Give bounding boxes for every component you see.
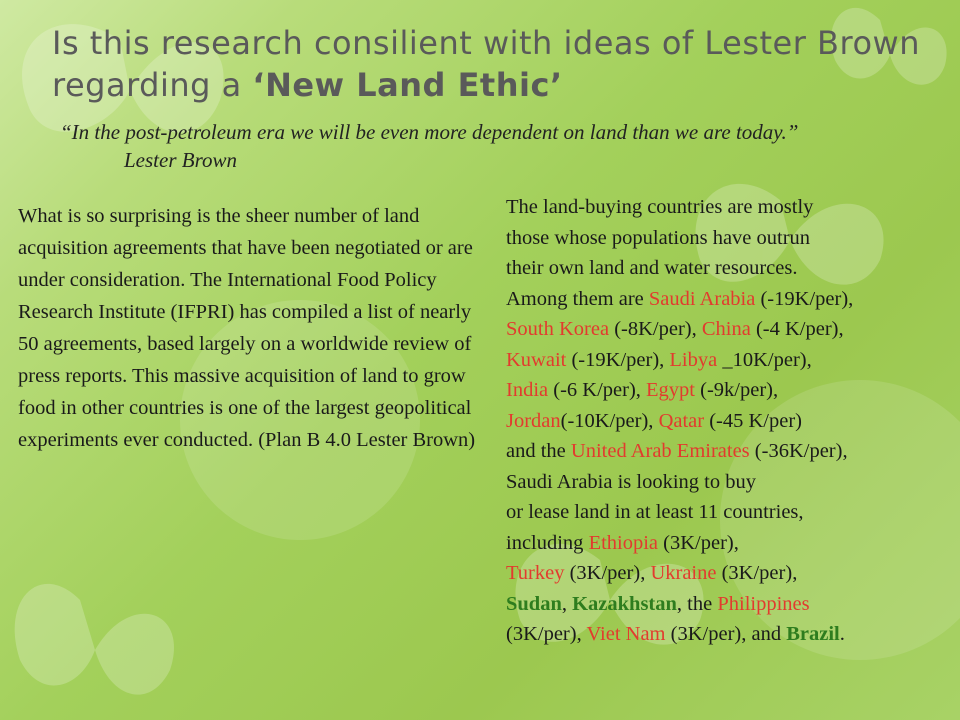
- text-line: including Ethiopia (3K/per),: [506, 531, 739, 554]
- text-line: and the United Arab Emirates (-36K/per),: [506, 440, 848, 462]
- quote-text: “In the post-petroleum era we will be ev…: [60, 120, 799, 144]
- text-line: Kuwait (-19K/per), Libya _10K/per),: [506, 348, 812, 371]
- title-emphasis: ‘New Land Ethic’: [252, 66, 563, 104]
- text-line: or lease land in at least 11 countries,: [506, 501, 804, 523]
- country-kuwait: Kuwait: [506, 348, 567, 371]
- text-line: Saudi Arabia is looking to buy: [506, 470, 756, 493]
- slide-title: Is this research consilient with ideas o…: [52, 22, 932, 106]
- country-china: China: [701, 318, 751, 340]
- country-sudan: Sudan: [506, 592, 562, 615]
- country-ethiopia: Ethiopia: [588, 531, 659, 554]
- text-line: The land-buying countries are mostly: [506, 196, 814, 218]
- country-jordan: Jordan: [506, 409, 561, 432]
- text-line: Sudan, Kazakhstan, the Philippines: [506, 592, 810, 615]
- text-line: Among them are Saudi Arabia (-19K/per),: [506, 287, 854, 310]
- country-egypt: Egypt: [646, 379, 695, 401]
- country-uae: United Arab Emirates: [570, 440, 750, 462]
- lester-brown-quote: “In the post-petroleum era we will be ev…: [60, 118, 920, 174]
- title-text: Is this research consilient with ideas o…: [52, 24, 920, 104]
- text-line: India (-6 K/per), Egypt (-9k/per),: [506, 379, 779, 401]
- country-philippines: Philippines: [717, 592, 810, 615]
- left-paragraph: What is so surprising is the sheer numbe…: [18, 205, 476, 451]
- text-line: Jordan(-10K/per), Qatar (-45 K/per): [506, 409, 802, 432]
- text-line: their own land and water resources.: [506, 257, 798, 279]
- text-line: Turkey (3K/per), Ukraine (3K/per),: [506, 562, 798, 584]
- right-paragraph: The land-buying countries are mostly tho…: [506, 192, 960, 650]
- country-kazakhstan: Kazakhstan: [572, 592, 677, 615]
- country-brazil: Brazil: [786, 623, 840, 645]
- text-line: those whose populations have outrun: [506, 226, 811, 249]
- country-india: India: [506, 379, 549, 401]
- text-line: South Korea (-8K/per), China (-4 K/per),: [506, 318, 844, 340]
- country-libya: Libya: [669, 348, 718, 371]
- country-ukraine: Ukraine: [650, 562, 717, 584]
- country-south-korea: South Korea: [506, 318, 610, 340]
- text-line: (3K/per), Viet Nam (3K/per), and Brazil.: [506, 623, 845, 645]
- country-qatar: Qatar: [658, 409, 705, 432]
- quote-author: Lester Brown: [124, 148, 237, 172]
- country-viet-nam: Viet Nam: [586, 623, 666, 645]
- country-turkey: Turkey: [506, 562, 565, 584]
- country-saudi-arabia: Saudi Arabia: [648, 287, 756, 310]
